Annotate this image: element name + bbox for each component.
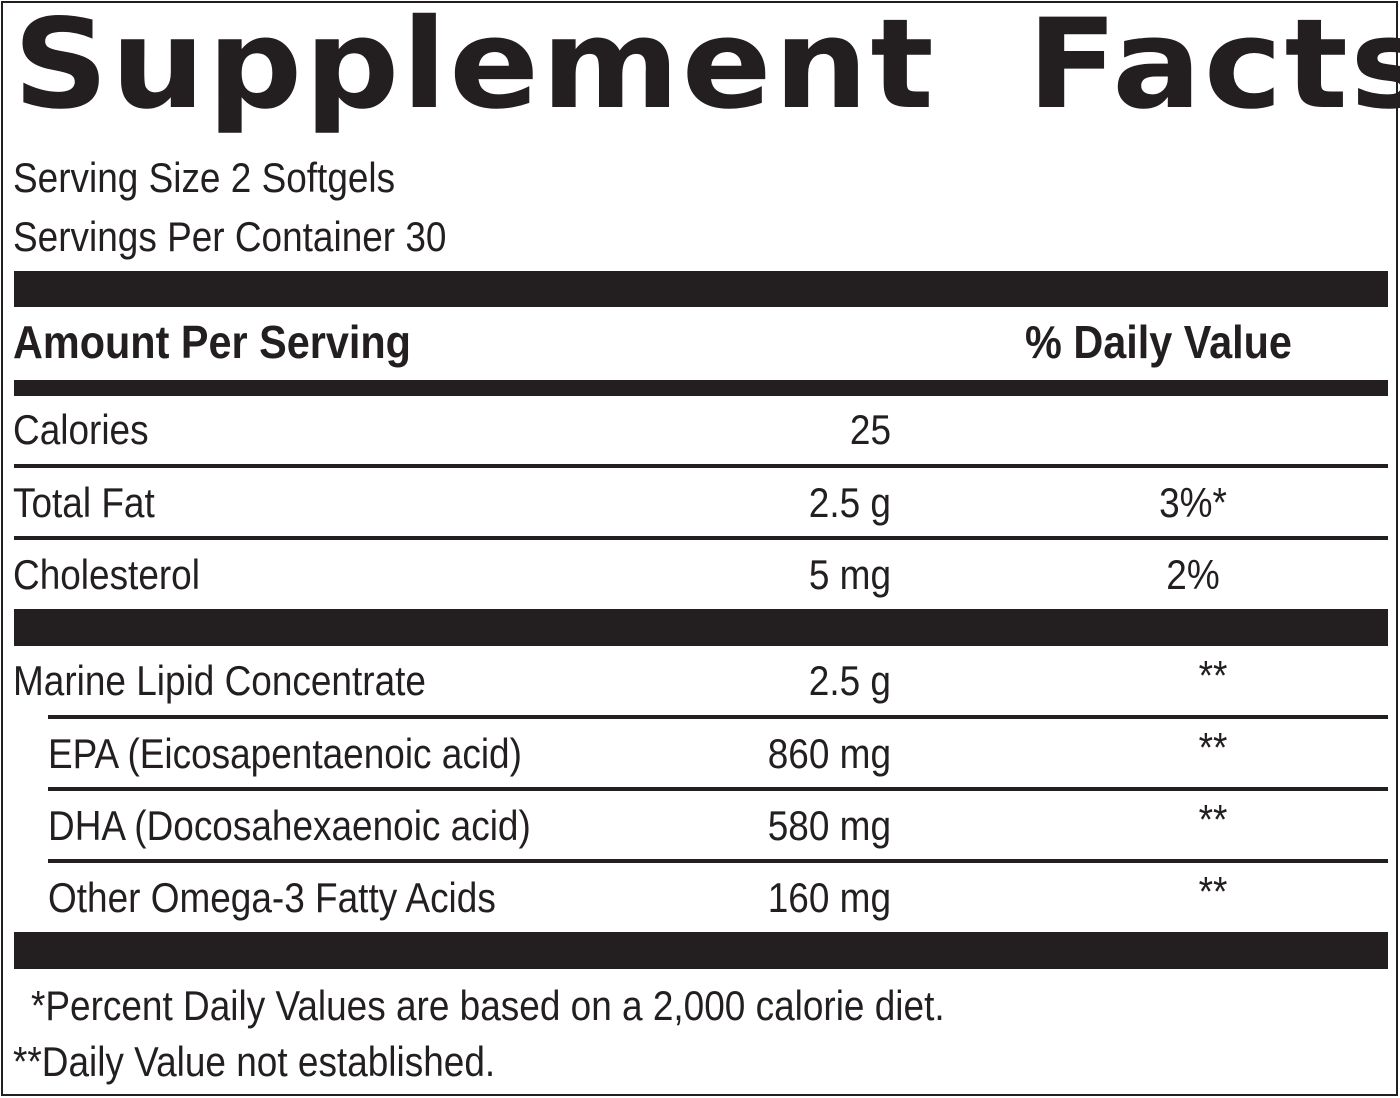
nutrient-amount-total-fat: 2.5 g xyxy=(808,479,891,526)
row-divider xyxy=(48,715,1388,719)
ingredient-amount-marine-lipid: 2.5 g xyxy=(808,657,891,704)
amount-per-serving-header: Amount Per Serving xyxy=(13,316,411,368)
row-divider xyxy=(14,536,1388,540)
ingredient-dv-other-omega-3: ** xyxy=(1198,868,1228,915)
daily-value-header: % Daily Value xyxy=(1025,316,1292,368)
servings-per-container: Servings Per Container 30 xyxy=(13,213,447,260)
nutrient-dv-total-fat: 3%* xyxy=(1159,479,1227,526)
row-divider xyxy=(48,787,1388,791)
ingredient-name-epa: EPA (Eicosapentaenoic acid) xyxy=(48,730,522,777)
thick-divider-middle xyxy=(14,609,1388,646)
ingredient-dv-marine-lipid: ** xyxy=(1198,652,1228,699)
thick-divider-top xyxy=(14,271,1388,307)
ingredient-name-marine-lipid: Marine Lipid Concentrate xyxy=(13,657,426,704)
ingredient-amount-epa: 860 mg xyxy=(767,730,891,777)
panel-title: Supplement Facts xyxy=(13,0,1400,137)
ingredient-dv-dha: ** xyxy=(1198,796,1228,843)
nutrient-name-calories: Calories xyxy=(13,406,149,453)
nutrient-amount-cholesterol: 5 mg xyxy=(808,551,891,598)
footnote-daily-values: *Percent Daily Values are based on a 2,0… xyxy=(31,982,945,1029)
nutrient-name-cholesterol: Cholesterol xyxy=(13,551,200,598)
ingredient-name-other-omega-3: Other Omega-3 Fatty Acids xyxy=(48,874,496,921)
nutrient-name-total-fat: Total Fat xyxy=(13,479,155,526)
thick-divider-bottom xyxy=(14,932,1388,969)
row-divider xyxy=(48,859,1388,863)
nutrient-amount-calories: 25 xyxy=(849,406,891,453)
medium-divider xyxy=(14,380,1388,396)
footnote-not-established: **Daily Value not established. xyxy=(13,1038,496,1085)
serving-size: Serving Size 2 Softgels xyxy=(13,154,396,201)
ingredient-dv-epa: ** xyxy=(1198,724,1228,771)
nutrient-dv-cholesterol: 2% xyxy=(1166,551,1220,598)
ingredient-name-dha: DHA (Docosahexaenoic acid) xyxy=(48,802,531,849)
ingredient-amount-dha: 580 mg xyxy=(767,802,891,849)
row-divider xyxy=(14,464,1388,468)
ingredient-amount-other-omega-3: 160 mg xyxy=(767,874,891,921)
